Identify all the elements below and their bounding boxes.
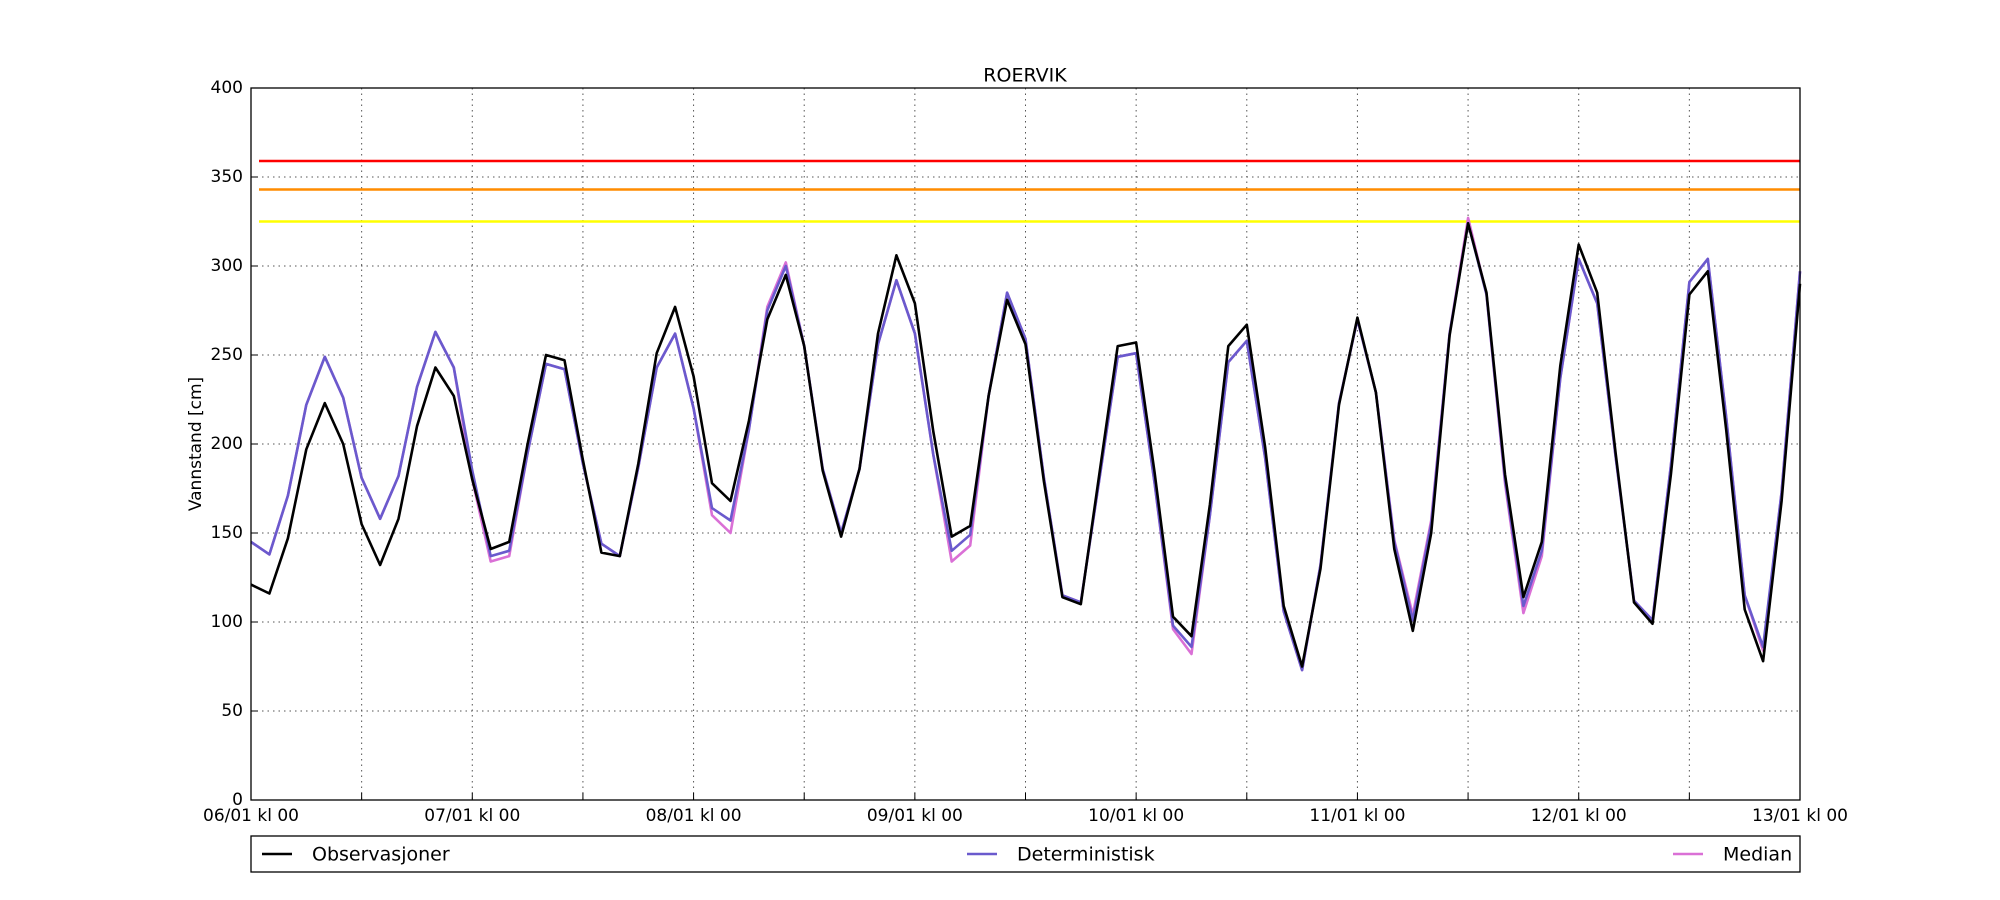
x-tick-label: 12/01 kl 00	[1531, 806, 1627, 826]
legend-label: Deterministisk	[1017, 844, 1155, 866]
legend-label: Median	[1723, 844, 1792, 866]
y-tick-label: 150	[211, 523, 243, 543]
series-line	[250, 222, 1802, 672]
legend-label: Observasjoner	[312, 844, 450, 866]
x-tick-label: 09/01 kl 00	[867, 806, 963, 826]
legend-box	[250, 835, 1801, 873]
series-line	[250, 222, 1802, 668]
y-axis-label: Vannstand [cm]	[186, 377, 206, 511]
x-tick-label: 11/01 kl 00	[1309, 806, 1405, 826]
y-tick-label: 50	[221, 701, 243, 721]
y-tick-label: 100	[211, 612, 243, 632]
y-tick-label: 300	[211, 256, 243, 276]
chart-title: ROERVIK	[983, 65, 1067, 87]
plot-area	[250, 87, 1802, 801]
x-tick-label: 10/01 kl 00	[1088, 806, 1184, 826]
y-tick-label: 250	[211, 345, 243, 365]
x-tick-label: 13/01 kl 00	[1752, 806, 1848, 826]
y-tick-label: 350	[211, 167, 243, 187]
x-tick-label: 06/01 kl 00	[203, 806, 299, 826]
y-tick-label: 400	[211, 78, 243, 98]
y-tick-label: 0	[232, 790, 243, 810]
x-tick-label: 08/01 kl 00	[646, 806, 742, 826]
plot-frame	[250, 87, 1801, 801]
y-tick-label: 200	[211, 434, 243, 454]
x-tick-label: 07/01 kl 00	[424, 806, 520, 826]
